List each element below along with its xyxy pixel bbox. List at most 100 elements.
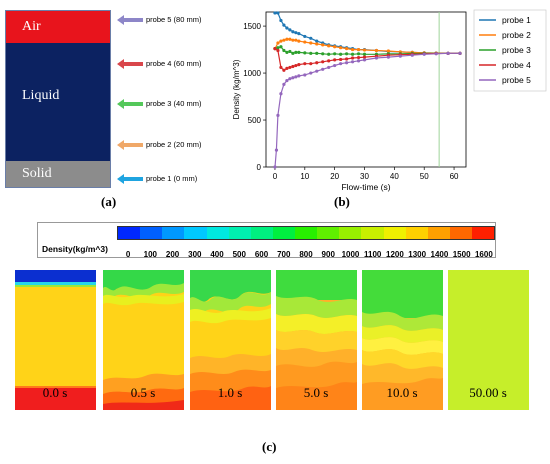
data-point [386,49,390,53]
data-point [282,38,286,42]
data-point [276,113,280,117]
caption-a: (a) [101,194,117,209]
air-label: Air [22,19,41,34]
data-point [291,30,295,34]
data-point [288,37,292,41]
data-point [282,82,286,86]
colorbar-tick-label: 300 [188,250,202,259]
data-point [303,73,307,77]
data-point [303,34,307,39]
data-point [327,59,331,63]
data-point [458,51,462,55]
snapshot-1-time: 0.5 s [130,385,156,400]
probe-3-label: probe 3 (40 mm) [146,99,202,108]
snapshot-1-contour [103,270,184,410]
liquid-label: Liquid [22,88,60,103]
data-point [279,45,283,49]
x-tick-label: 30 [360,172,369,181]
colorbar-tick-label: 1600 [474,250,493,259]
y-tick-label: 500 [248,116,262,125]
data-point [309,62,313,66]
data-point [279,92,283,96]
data-point [297,63,301,67]
colorbar-strip [117,226,495,240]
caption-c: (c) [262,439,277,454]
data-point [276,11,280,15]
colorbar-swatch [339,227,362,239]
y-tick-label: 1500 [243,22,261,31]
data-point [297,32,301,36]
colorbar-tick-label: 0 [125,250,131,259]
data-point [303,40,307,44]
data-point [374,48,379,53]
data-point [315,42,319,46]
data-point [279,65,283,70]
data-point [434,52,438,56]
data-point [374,56,379,60]
probe-arrows [117,15,143,184]
data-point [291,51,295,55]
colorbar-swatch [162,227,185,239]
legend-entry: probe 1 [502,15,531,25]
data-point [276,41,280,45]
colorbar-tick-label: 1000 [341,250,360,259]
data-point [279,39,283,43]
plot-area [265,11,467,168]
legend-entry: probe 5 [502,75,531,85]
data-point [339,52,343,56]
snapshot-0-time: 0.0 s [42,385,68,400]
y-axis-label: Density (kg/m^3) [232,59,241,119]
series-line-probe-1 [275,12,460,54]
data-point [285,66,289,70]
colorbar-tick-label: 800 [299,250,313,259]
data-point [294,63,298,68]
caption-b: (b) [334,194,350,209]
data-point [327,65,331,70]
probe-5-arrow-icon [117,15,143,25]
y-tick-label: 1000 [243,69,261,78]
snapshot-2-time: 1.0 s [217,385,243,400]
probe-3-arrow-icon [117,99,143,109]
data-point [362,55,367,59]
series-line-probe-2 [274,38,460,54]
colorbar-tick-label: 100 [143,250,158,259]
colorbar-tick-label: 400 [210,250,224,259]
legend-entry: probe 2 [502,30,531,40]
probe-4-arrow-icon [117,59,143,69]
data-point [309,71,313,75]
x-tick-label: 50 [420,172,429,181]
data-point [288,49,292,54]
data-point [356,59,361,63]
probe-2-label: probe 2 (20 mm) [146,140,202,149]
snapshot-0-contour [15,270,96,410]
colorbar-swatch [405,227,428,239]
data-point [285,50,289,54]
data-point [362,58,367,62]
snapshot-3-contour [276,270,357,410]
data-point [362,48,367,52]
data-point [446,51,450,55]
data-point [321,43,325,47]
data-point [309,36,313,40]
density-line-chart: 0 10 20 30 40 50 60 0 500 1000 1500 Flow-time (s) De… [232,9,547,192]
data-point [339,57,343,62]
data-point [309,41,313,45]
data-point [344,47,349,51]
x-axis-label: Flow-time (s) [341,182,390,192]
data-point [285,78,289,83]
data-point [315,69,319,73]
colorbar-swatch [250,227,273,239]
data-point [288,28,292,32]
legend-entry: probe 4 [502,60,531,70]
data-point [294,50,298,54]
colorbar-tick-label: 700 [277,250,291,259]
colorbar-swatch [118,227,141,239]
colorbar-swatch [317,227,340,239]
colorbar-tick-label: 1300 [408,250,427,259]
snapshot-3-time: 5.0 s [303,385,329,400]
data-point [288,77,292,81]
probe-2-arrow-icon [117,140,143,150]
data-point [282,68,286,72]
panel-c-density-contours: Density(kg/m^3) 0 100 200 300 400 500 600 700 80… [0,215,550,464]
data-point [422,52,426,56]
